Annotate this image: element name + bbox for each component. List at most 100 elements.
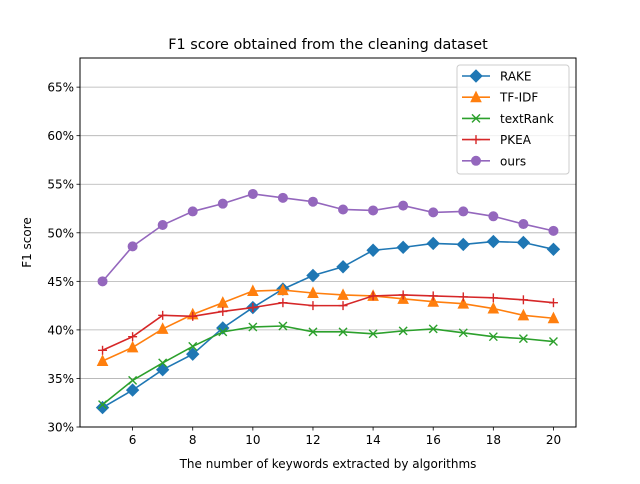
legend-label-rake: RAKE (500, 70, 532, 84)
data-point-textrank (398, 326, 408, 336)
data-point-textrank (218, 327, 228, 337)
series-line-pkea (102, 294, 554, 352)
data-point-textrank-stroke-b (188, 341, 198, 351)
legend-label-ours: ours (500, 154, 526, 168)
data-point-tf-idf (427, 295, 440, 307)
legend-entries: RAKE TF-IDF textRank PKEA ours (462, 69, 554, 168)
data-point-tf-idf (457, 297, 470, 309)
data-point-textrank (428, 324, 438, 334)
x-axis-label: The number of keywords extracted by algo… (179, 457, 477, 471)
data-point-pkea (158, 310, 168, 320)
data-point-textrank-stroke-b (308, 327, 318, 337)
legend-marker-rake (469, 69, 483, 83)
chart-title: F1 score obtained from the cleaning data… (168, 37, 488, 53)
y-tick-label: 45% (47, 275, 74, 289)
data-point-ours (428, 207, 439, 218)
legend-entry-textrank: textRank (462, 112, 554, 126)
data-point-rake (366, 243, 380, 257)
data-point-textrank (278, 321, 288, 331)
data-point-textrank-stroke-b (428, 324, 438, 334)
series-pkea (98, 290, 558, 355)
data-point-textrank (158, 358, 168, 368)
data-point-ours (157, 220, 168, 231)
y-tick-label: 65% (47, 81, 74, 95)
legend-marker-pkea (471, 135, 481, 145)
legend-marker-textrank-stroke-b (471, 113, 481, 123)
data-point-ours (97, 276, 108, 287)
data-point-tf-idf (96, 354, 109, 366)
series-lines (95, 188, 561, 415)
data-point-tf-idf (337, 288, 349, 300)
data-point-textrank-stroke-b (458, 328, 468, 338)
series-line-tf-idf (102, 289, 554, 362)
data-point-pkea (488, 293, 498, 303)
data-point-ours (518, 219, 529, 230)
legend-marker-tf-idf (470, 90, 482, 103)
data-point-pkea (428, 291, 438, 301)
data-point-textrank (488, 332, 498, 342)
y-tick-label: 40% (47, 323, 74, 337)
y-axis-ticks: 30% 35% 40% 45% 50% 55% 60% 65% (47, 81, 80, 435)
data-point-rake (95, 400, 110, 415)
y-tick-label: 35% (47, 372, 74, 386)
data-point-textrank-stroke-b (518, 334, 528, 344)
x-tick-label: 20 (546, 433, 561, 447)
data-point-tf-idf (156, 322, 169, 334)
data-point-ours (277, 192, 288, 203)
legend-entry-ours: ours (462, 154, 526, 168)
data-point-pkea (398, 290, 408, 300)
data-point-pkea (338, 301, 348, 311)
legend-label-pkea: PKEA (500, 133, 532, 147)
data-point-pkea (128, 332, 138, 342)
legend-label-tf-idf: TF-IDF (499, 91, 538, 105)
data-point-tf-idf (487, 301, 500, 314)
data-point-rake (125, 383, 140, 397)
data-point-rake (546, 242, 561, 257)
data-point-textrank (458, 328, 468, 338)
data-point-rake (186, 347, 200, 361)
series-textrank (98, 321, 558, 410)
data-point-textrank (308, 327, 318, 337)
series-ours (97, 188, 559, 287)
x-tick-label: 12 (305, 433, 320, 447)
data-point-pkea (368, 291, 378, 301)
data-point-textrank-stroke-b (368, 329, 378, 339)
data-point-pkea (218, 306, 228, 316)
data-point-rake (516, 235, 531, 250)
data-point-ours (398, 200, 409, 211)
data-point-textrank-stroke-b (278, 321, 288, 331)
data-point-textrank-stroke-b (158, 358, 168, 368)
data-point-ours (307, 196, 318, 207)
y-tick-label: 50% (47, 226, 74, 240)
legend: RAKE TF-IDF textRank PKEA ours (456, 64, 570, 175)
data-point-textrank-stroke-b (548, 337, 558, 347)
data-point-textrank (128, 375, 138, 385)
data-point-tf-idf (547, 311, 560, 324)
data-point-pkea (98, 345, 108, 355)
data-point-textrank (188, 341, 198, 351)
y-tick-label: 55% (47, 178, 74, 192)
data-point-textrank-stroke-b (128, 375, 138, 385)
data-point-textrank (548, 337, 558, 347)
data-point-pkea (308, 301, 318, 311)
legend-entry-rake: RAKE (462, 69, 532, 84)
legend-label-textrank: textRank (500, 112, 554, 126)
legend-marker-ours (471, 155, 481, 166)
data-point-textrank (518, 334, 528, 344)
data-point-textrank-stroke-b (98, 400, 108, 410)
data-point-pkea (278, 298, 288, 308)
data-point-tf-idf (277, 283, 289, 296)
series-line-textrank (102, 325, 554, 406)
legend-box (456, 64, 570, 175)
data-point-rake (396, 240, 410, 255)
data-point-tf-idf (126, 340, 139, 353)
data-point-pkea (518, 295, 528, 305)
data-point-tf-idf (247, 284, 259, 297)
data-point-textrank (248, 322, 258, 332)
data-point-ours (187, 206, 198, 217)
data-point-ours (488, 211, 499, 222)
data-point-textrank-stroke-b (488, 332, 498, 342)
data-point-tf-idf (307, 286, 319, 298)
data-point-ours (217, 198, 228, 209)
